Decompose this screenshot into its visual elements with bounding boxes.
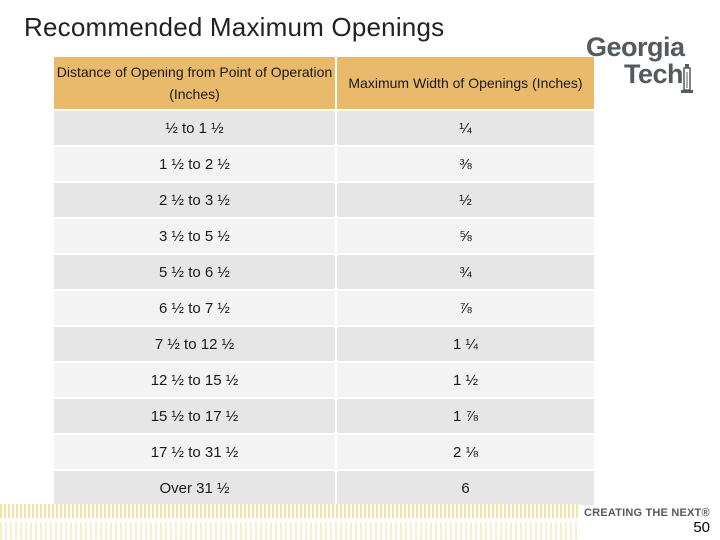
header-max-width: Maximum Width of Openings (Inches) [336,57,594,111]
table-row: 6 ½ to 7 ½ ⅞ [54,290,594,327]
distance-cell: 2 ½ to 3 ½ [54,182,337,219]
width-cell: 1 ⅞ [336,398,594,435]
distance-cell: 7 ½ to 12 ½ [54,326,337,363]
table-row: 15 ½ to 17 ½ 1 ⅞ [54,398,594,435]
table-row: ½ to 1 ½ ¼ [54,110,594,147]
header-distance: Distance of Opening from Point of Operat… [54,57,337,111]
width-cell: 1 ¼ [336,326,594,363]
distance-cell: ½ to 1 ½ [54,110,337,147]
width-cell: 2 ⅛ [336,434,594,471]
table-row: 17 ½ to 31 ½ 2 ⅛ [54,434,594,471]
distance-cell: 12 ½ to 15 ½ [54,362,337,399]
table-row: Over 31 ½ 6 [54,470,594,507]
distance-cell: 15 ½ to 17 ½ [54,398,337,435]
width-cell: 1 ½ [336,362,594,399]
logo-word-georgia: Georgia [586,32,685,62]
table-row: 5 ½ to 6 ½ ¾ [54,254,594,291]
georgia-tech-logo: Georgia Tech [586,34,704,96]
decorative-footer-band [0,504,580,518]
decorative-footer-band-lower [0,522,580,540]
slide-title: Recommended Maximum Openings [24,12,445,42]
table-row: 3 ½ to 5 ½ ⅝ [54,218,594,255]
max-openings-table: Distance of Opening from Point of Operat… [54,57,594,507]
table-row: 1 ½ to 2 ½ ⅜ [54,146,594,183]
width-cell: 6 [336,470,594,507]
width-cell: ⅞ [336,290,594,327]
table-row: 7 ½ to 12 ½ 1 ¼ [54,326,594,363]
width-cell: ¼ [336,110,594,147]
width-cell: ⅜ [336,146,594,183]
width-cell: ¾ [336,254,594,291]
logo-word-tech: Tech [624,59,684,89]
distance-cell: 3 ½ to 5 ½ [54,218,337,255]
distance-cell: 17 ½ to 31 ½ [54,434,337,471]
page-number: 50 [693,519,710,536]
tech-tower-icon [681,64,693,93]
distance-cell: Over 31 ½ [54,470,337,507]
distance-cell: 6 ½ to 7 ½ [54,290,337,327]
distance-cell: 1 ½ to 2 ½ [54,146,337,183]
table-header-row: Distance of Opening from Point of Operat… [54,57,594,111]
table-row: 2 ½ to 3 ½ ½ [54,182,594,219]
table-row: 12 ½ to 15 ½ 1 ½ [54,362,594,399]
distance-cell: 5 ½ to 6 ½ [54,254,337,291]
width-cell: ½ [336,182,594,219]
width-cell: ⅝ [336,218,594,255]
footer-tagline: CREATING THE NEXT® [584,507,710,519]
